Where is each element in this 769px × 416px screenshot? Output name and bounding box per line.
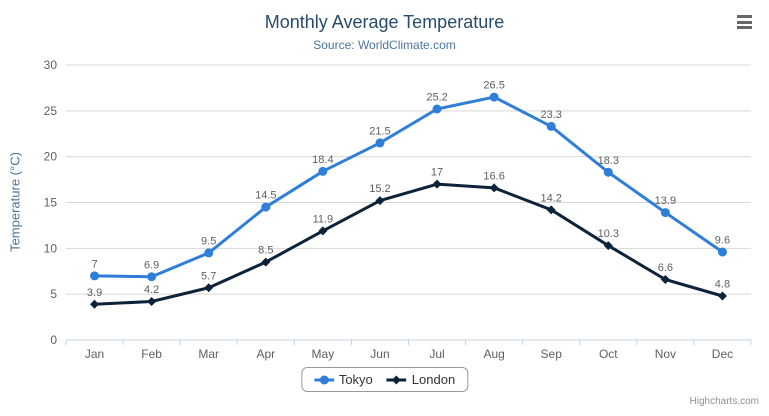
data-label: 5.7 [201,270,216,282]
data-point-marker[interactable] [375,138,385,148]
series-line [93,182,724,306]
data-label: 7 [91,258,97,270]
x-axis-tick-label: May [312,347,335,361]
x-axis-tick-label: Mar [198,347,219,361]
data-label: 25.2 [426,92,447,104]
context-menu-button[interactable] [735,14,753,30]
y-axis-tick-label: 0 [50,333,57,347]
data-point-marker[interactable] [318,166,328,176]
data-point-marker[interactable] [489,183,499,193]
data-point-marker[interactable] [717,247,727,257]
data-point-marker[interactable] [717,291,727,301]
data-point-marker[interactable] [90,271,100,281]
y-axis-tick-label: 5 [50,287,57,301]
x-axis-tick-label: Feb [141,347,162,361]
data-point-marker[interactable] [147,272,157,282]
data-label: 18.4 [312,154,333,166]
data-point-marker[interactable] [546,121,556,131]
data-point-marker[interactable] [318,226,328,236]
hamburger-icon-bar [736,26,752,29]
x-axis-tick-label: Oct [599,347,618,361]
credits-link[interactable]: Highcharts.com [689,396,759,407]
series-line [93,95,724,279]
y-axis-tick-label: 20 [44,150,58,164]
legend-label-tokyo: Tokyo [338,372,373,387]
series-tokyo[interactable]: 7 6.9 9.5 14.5 18.4 21.5 25.2 26.5 23.3 18.3 13.9 9… [90,80,730,282]
data-point-marker[interactable] [204,283,214,293]
data-point-marker[interactable] [603,167,613,177]
data-point-marker[interactable] [546,205,556,215]
data-point-marker[interactable] [489,92,499,102]
london-series-marker-icon [386,375,407,384]
data-label: 18.3 [598,155,619,167]
hamburger-icon-bar [736,20,752,24]
data-label: 26.5 [483,80,504,92]
x-axis-tick-label: Jun [370,347,389,361]
data-label: 6.6 [658,262,673,274]
legend-item-london[interactable]: London [386,372,456,387]
data-label: 9.6 [715,235,730,247]
data-label: 17 [431,167,443,179]
data-point-marker[interactable] [261,202,271,212]
data-point-marker[interactable] [432,179,442,189]
data-label: 14.5 [255,190,276,202]
data-label: 9.5 [201,235,216,247]
y-axis-tick-label: 25 [44,104,58,118]
y-axis-tick-label: 30 [44,58,58,72]
legend-item-tokyo[interactable]: Tokyo [313,372,373,387]
data-label: 10.3 [598,228,619,240]
data-point-marker[interactable] [204,248,214,258]
data-point-marker[interactable] [660,208,670,218]
x-axis-tick-label: Sep [541,347,563,361]
data-label: 23.3 [540,109,561,121]
data-point-marker[interactable] [432,104,442,114]
chart-title: Monthly Average Temperature [264,12,505,32]
series-london[interactable]: 3.9 4.2 5.7 8.5 11.9 15.2 17 16.6 14.2 10.3 6.6 4.8 [87,167,730,309]
hamburger-icon-bar [736,15,752,18]
data-point-marker[interactable] [90,299,100,309]
data-label: 13.9 [655,195,676,207]
data-label: 16.6 [483,170,504,182]
x-axis-tick-label: Aug [483,347,504,361]
data-point-marker[interactable] [603,241,613,251]
x-axis-tick-label: Apr [256,347,275,361]
tokyo-series-marker-icon [313,375,334,384]
x-axis-tick-label: Jul [429,347,444,361]
data-point-marker[interactable] [147,297,157,306]
x-axis-tick-label: Jan [85,347,104,361]
y-axis-tick-label: 15 [44,196,58,210]
data-point-marker[interactable] [660,275,670,284]
data-label: 21.5 [369,125,390,137]
legend-label-london: London [411,372,456,387]
data-label: 15.2 [369,183,390,195]
data-point-marker[interactable] [375,196,385,206]
legend: Tokyo London [300,367,469,392]
data-label: 4.8 [715,279,730,291]
data-label: 14.2 [540,192,561,204]
data-label: 8.5 [258,245,273,257]
data-point-marker[interactable] [261,257,271,267]
data-label: 4.2 [144,284,159,296]
data-label: 3.9 [87,287,102,299]
chart-subtitle: Source: WorldClimate.com [313,38,456,52]
data-label: 11.9 [313,213,334,225]
x-axis-tick-label: Dec [712,347,733,361]
y-axis-tick-label: 10 [44,241,58,255]
x-axis-tick-label: Nov [655,347,676,361]
data-label: 6.9 [144,259,159,271]
